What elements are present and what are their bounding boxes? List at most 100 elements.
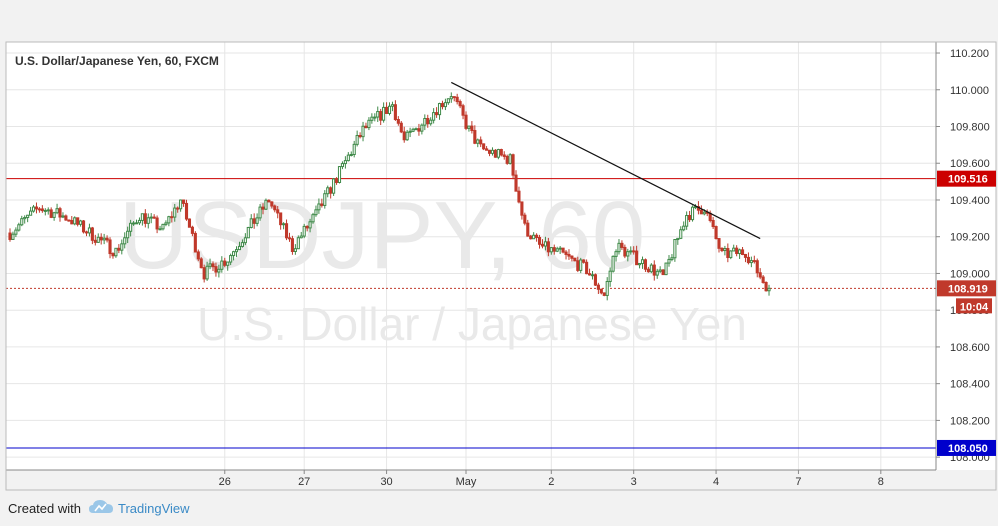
candle-body — [308, 221, 312, 229]
time-tick-label: 3 — [631, 476, 637, 488]
candle-body — [446, 98, 450, 104]
candle-body — [643, 259, 648, 270]
candle-body — [323, 193, 327, 206]
candle-body — [467, 125, 471, 129]
candle-body — [311, 214, 315, 223]
trendline[interactable] — [451, 81, 761, 240]
candle-body — [343, 160, 347, 165]
candle-body — [596, 284, 600, 290]
candle-body — [199, 258, 203, 269]
candle-body — [532, 234, 536, 240]
candle-body — [361, 125, 365, 138]
candle-body — [443, 102, 447, 108]
candle-body — [764, 281, 768, 292]
candle-body — [738, 249, 742, 255]
candle-body — [740, 249, 745, 255]
candle-body — [329, 187, 333, 194]
tradingview-cloud-icon[interactable] — [88, 498, 114, 516]
candle-body — [117, 247, 121, 251]
tradingview-brand-link[interactable]: TradingView — [118, 501, 190, 516]
created-with-text: Created with — [8, 501, 81, 516]
candle-body — [602, 292, 606, 296]
candle-body — [320, 203, 324, 206]
candle-body — [414, 128, 418, 131]
candle-body — [379, 111, 383, 121]
candle-body — [223, 260, 227, 266]
candle-body — [552, 247, 556, 252]
candle-body — [282, 223, 286, 226]
candlestick-chart[interactable]: USDJPY, 60 U.S. Dollar / Japanese Yen 11… — [0, 0, 998, 492]
candle-body — [452, 96, 456, 99]
level-label-box — [937, 439, 996, 456]
candle-body — [496, 149, 500, 158]
chart-border — [5, 41, 997, 491]
watermark-name: U.S. Dollar / Japanese Yen — [197, 298, 747, 350]
candle-body — [34, 206, 39, 210]
candle-body — [337, 166, 342, 183]
price-tick-label: 109.200 — [950, 232, 990, 244]
candle-body — [517, 190, 521, 203]
candle-body — [726, 248, 730, 259]
candle-body — [31, 206, 36, 212]
price-axis[interactable]: 110.200 110.000 109.800 109.600 109.400 109.2… — [936, 48, 990, 464]
plot-area — [6, 42, 936, 470]
time-tick-label: 30 — [380, 476, 392, 488]
candle-body — [508, 154, 512, 164]
candle-body — [382, 106, 386, 121]
price-axis-area — [936, 42, 996, 470]
candle-body — [573, 257, 577, 262]
candle-body — [284, 223, 289, 239]
candle-body — [393, 104, 397, 120]
candle-body — [711, 219, 715, 228]
candle-body — [652, 264, 656, 276]
candle-body — [482, 143, 486, 150]
candle-body — [385, 106, 389, 114]
candle-body — [505, 155, 509, 164]
candle-body — [514, 174, 518, 192]
candle-body — [205, 265, 209, 280]
candle-body — [387, 105, 392, 114]
candle-body — [84, 231, 89, 234]
candle-body — [155, 217, 159, 230]
candle-body — [287, 237, 292, 240]
candle-body — [499, 149, 503, 156]
candle-body — [134, 222, 139, 225]
candle-body — [640, 259, 645, 264]
candle-body — [543, 241, 547, 247]
candle-body — [693, 206, 698, 209]
candle-body — [314, 209, 318, 216]
candle-body — [417, 128, 421, 132]
candle-body — [99, 236, 103, 241]
candle-body — [708, 212, 712, 221]
candle-body — [585, 261, 589, 275]
candle-body — [243, 237, 247, 244]
candle-body — [108, 239, 112, 255]
candle-body — [749, 260, 753, 264]
countdown-text: 10:04 — [960, 301, 989, 313]
candle-body — [26, 214, 30, 219]
candle-body — [55, 208, 59, 214]
candle-body — [90, 227, 94, 241]
candle-body — [661, 269, 665, 276]
candle-body — [529, 235, 533, 240]
candle-body — [373, 116, 377, 119]
footer: Created with TradingView — [0, 492, 998, 526]
watermark: USDJPY, 60 U.S. Dollar / Japanese Yen — [119, 182, 747, 350]
candle-body — [608, 270, 612, 283]
candle-body — [490, 149, 495, 154]
candle-body — [70, 219, 74, 225]
candle-body — [293, 248, 297, 253]
candle-body — [255, 217, 259, 224]
candle-body — [29, 210, 33, 216]
candle-body — [461, 105, 465, 116]
candle-body — [67, 219, 71, 222]
candle-body — [579, 259, 583, 271]
time-axis[interactable]: 26 27 30 May 2 3 4 7 8 — [219, 470, 884, 488]
candle-body — [593, 274, 598, 286]
candle-body — [229, 255, 233, 263]
candle-body — [655, 270, 659, 276]
candle-body — [211, 263, 215, 268]
candle-body — [540, 243, 545, 247]
candle-body — [408, 130, 412, 133]
trendline-layer[interactable] — [451, 81, 761, 240]
